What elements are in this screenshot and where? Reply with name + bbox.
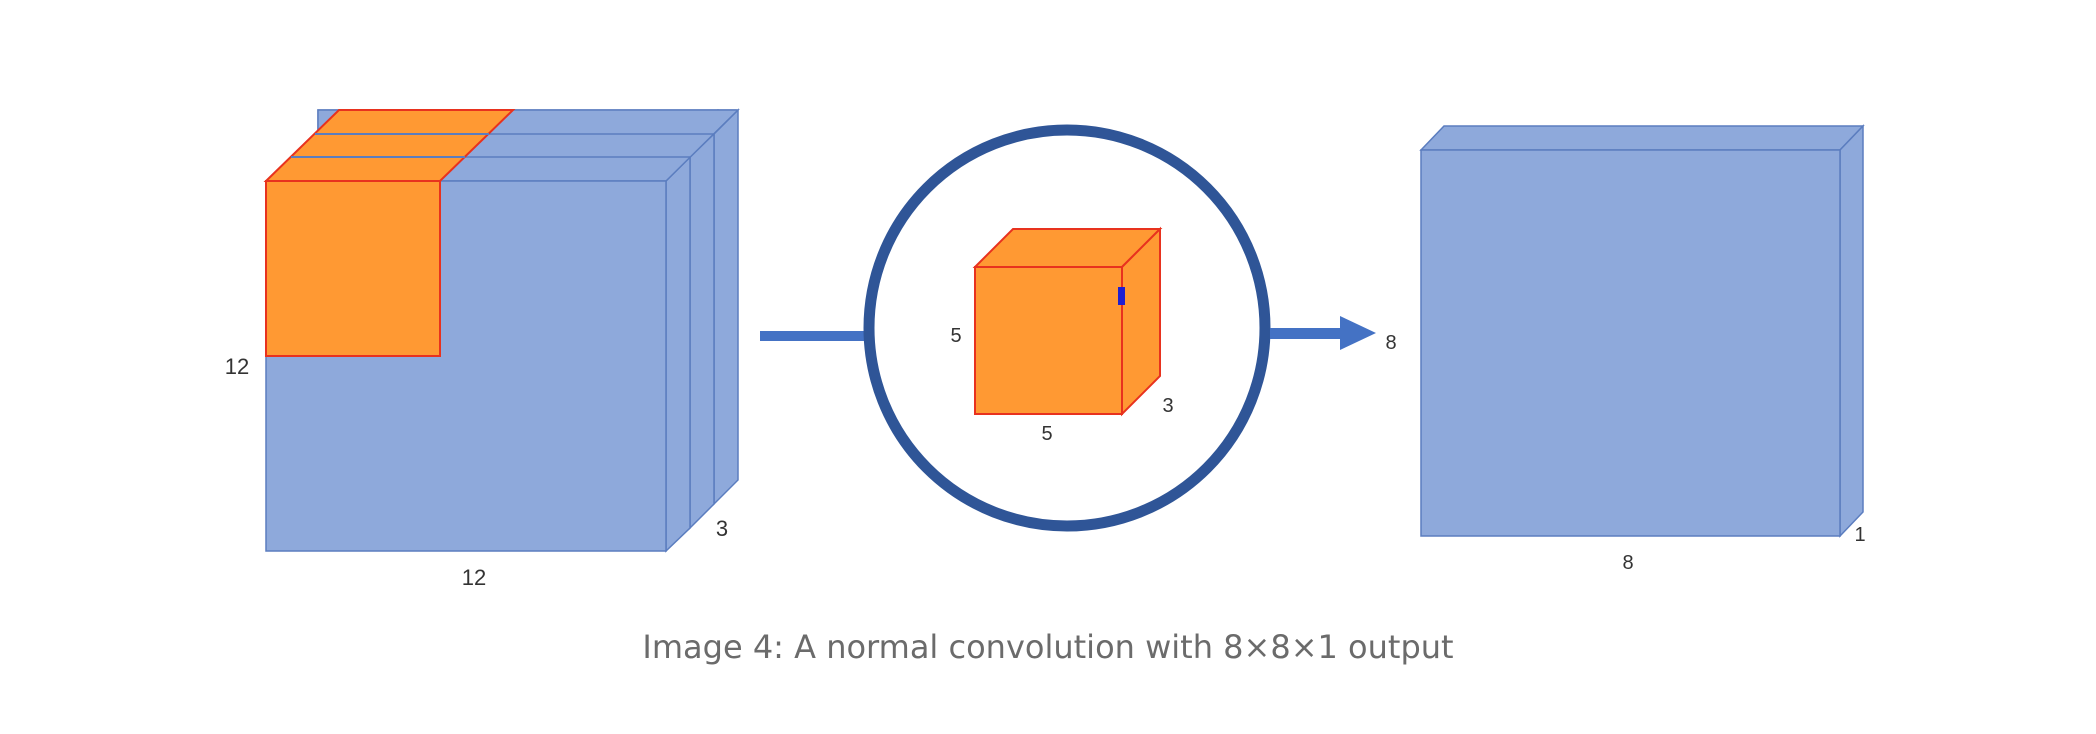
output-volume: 8 8 1 bbox=[1385, 124, 1866, 574]
output-arrow-shaft bbox=[1270, 328, 1344, 339]
output-top-face bbox=[1419, 125, 1865, 151]
input-right-face-1 bbox=[665, 155, 691, 553]
receptive-field-front bbox=[265, 180, 441, 357]
kernel-depth-label: 3 bbox=[1162, 395, 1173, 417]
input-height-label: 12 bbox=[225, 354, 249, 379]
figure-caption: Image 4: A normal convolution with 8×8×1… bbox=[642, 628, 1454, 666]
output-right-face bbox=[1839, 124, 1864, 538]
output-height-label: 8 bbox=[1385, 332, 1396, 354]
input-arrow-shaft bbox=[760, 331, 868, 341]
input-volume: 12 12 3 bbox=[225, 108, 740, 590]
input-right-face-2 bbox=[689, 132, 715, 530]
input-depth-label: 3 bbox=[716, 516, 728, 541]
output-depth-label: 1 bbox=[1854, 524, 1865, 546]
output-front-face bbox=[1420, 149, 1841, 537]
kernel-ring: 5 5 3 bbox=[863, 124, 1271, 532]
kernel-marker bbox=[1118, 287, 1125, 305]
kernel-ring-circle bbox=[863, 124, 1271, 532]
input-width-label: 12 bbox=[462, 565, 486, 590]
output-arrow-head bbox=[1340, 316, 1376, 350]
output-width-label: 8 bbox=[1622, 552, 1633, 574]
input-right-face-3 bbox=[713, 108, 739, 506]
kernel-height-label: 5 bbox=[950, 325, 961, 347]
kernel-front-face bbox=[974, 266, 1123, 415]
output-arrow bbox=[1270, 316, 1376, 350]
kernel-width-label: 5 bbox=[1041, 423, 1052, 445]
